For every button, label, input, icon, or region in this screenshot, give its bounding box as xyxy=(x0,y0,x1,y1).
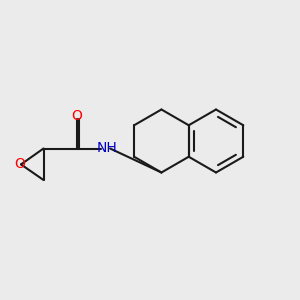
Text: O: O xyxy=(71,109,82,122)
Text: O: O xyxy=(14,158,25,171)
Text: NH: NH xyxy=(96,142,117,155)
